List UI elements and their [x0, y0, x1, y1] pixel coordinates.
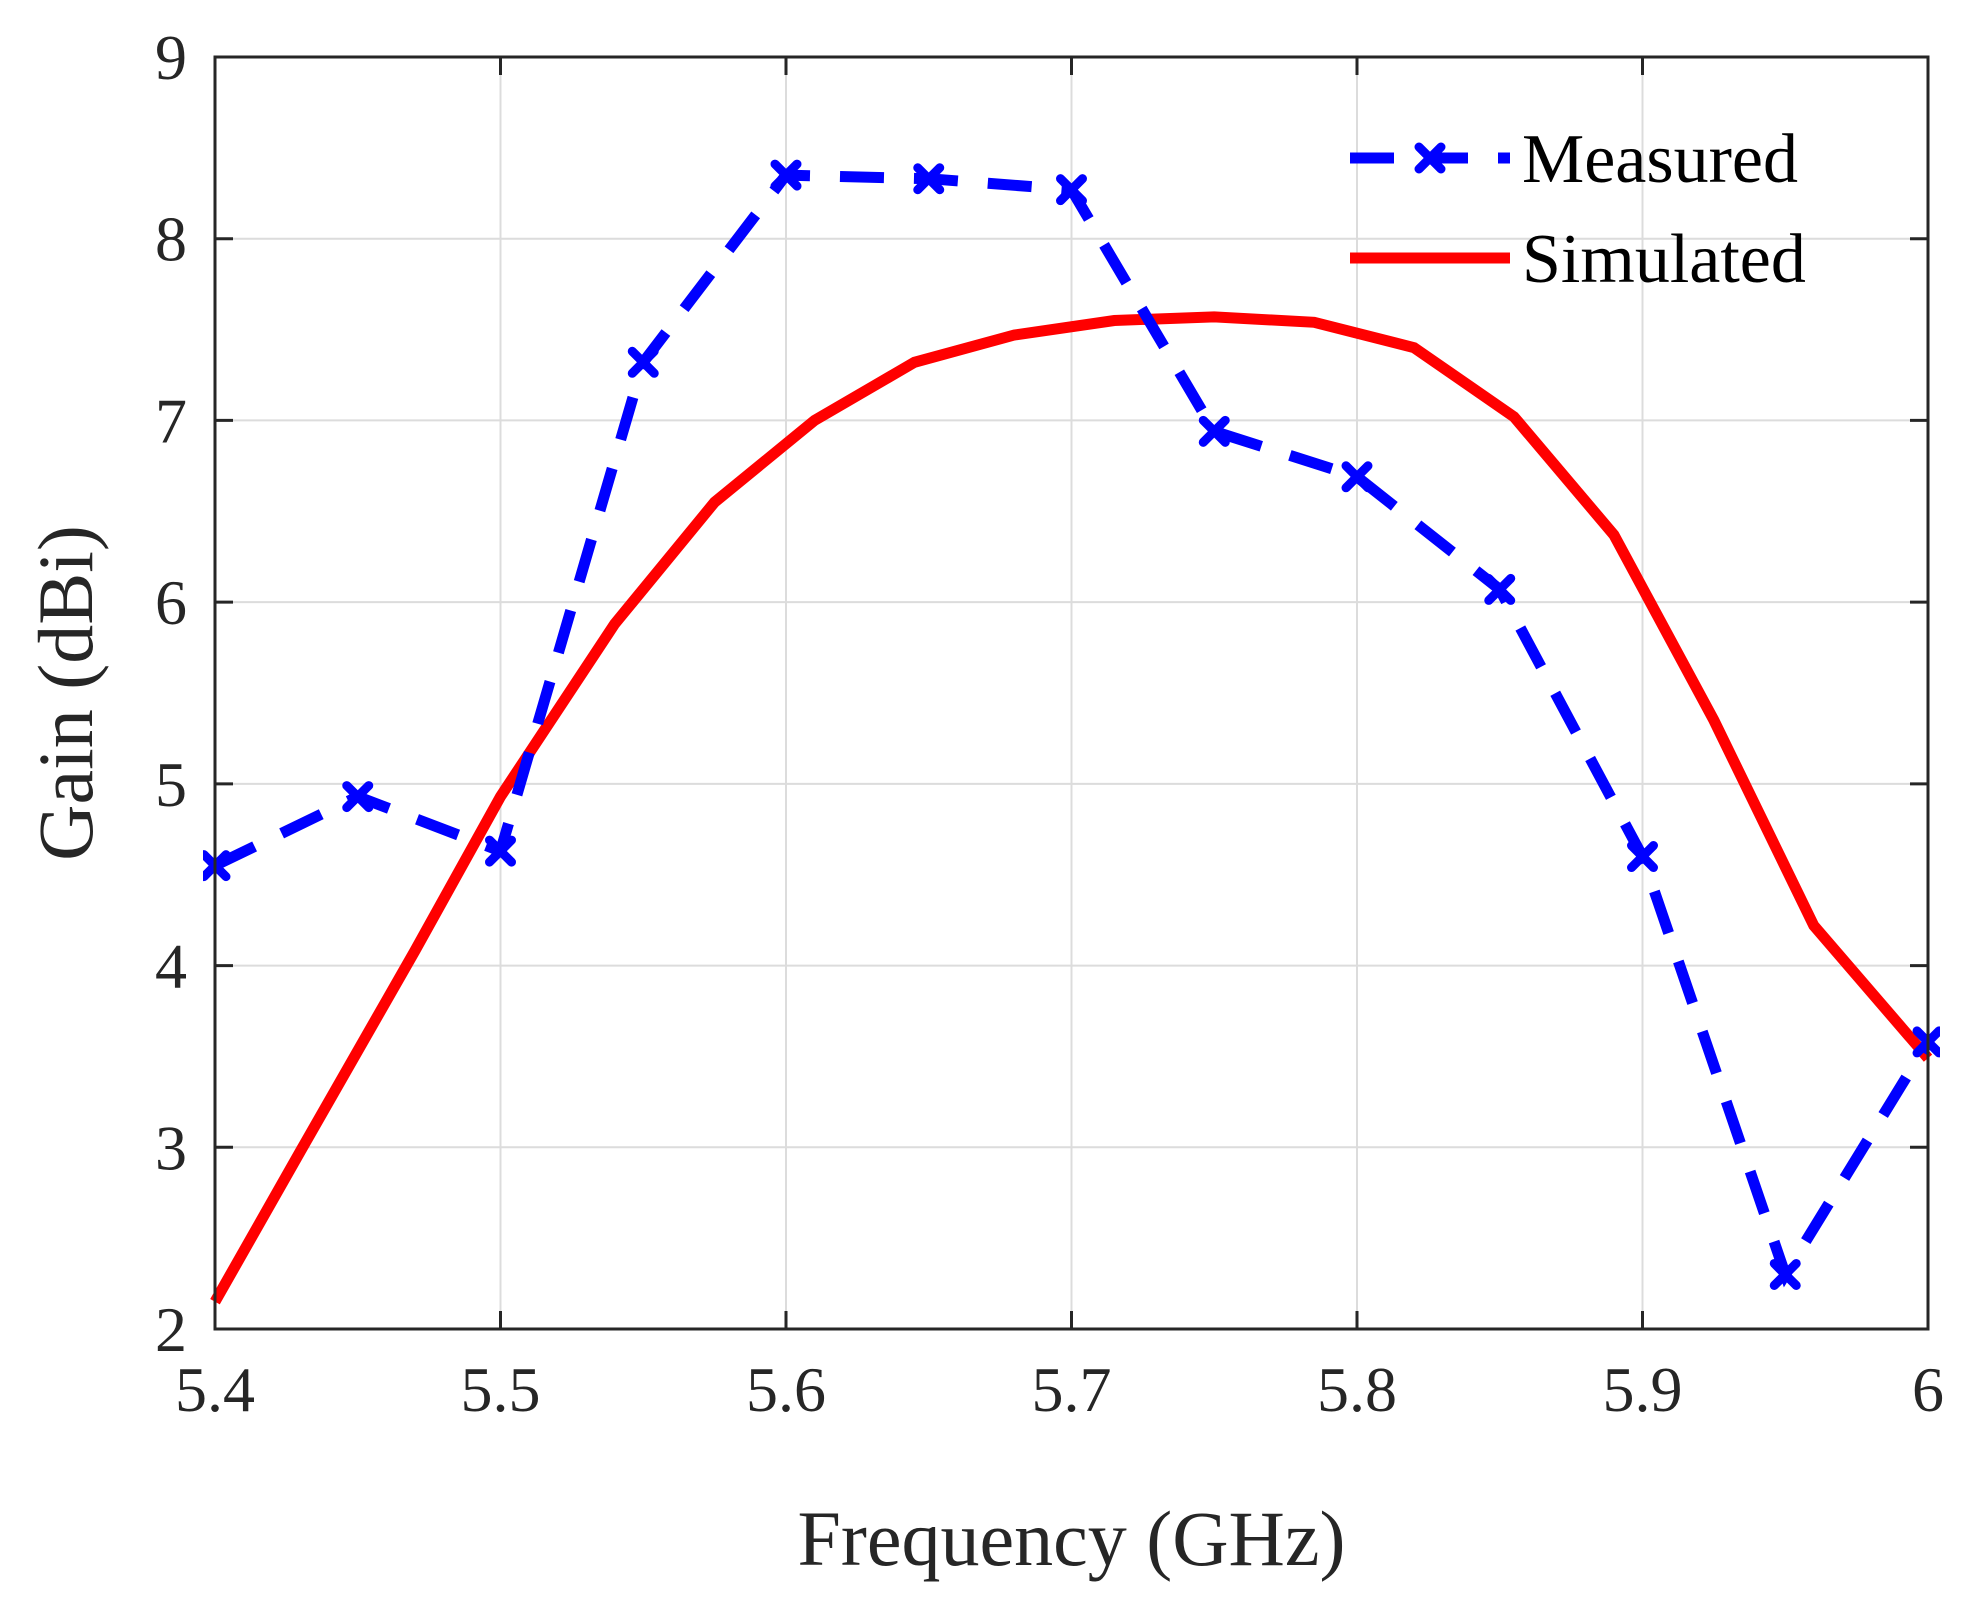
x-tick-label: 5.9 [1603, 1354, 1683, 1425]
measured-data-point [770, 159, 802, 191]
simulated-series-line [210, 311, 1933, 1305]
x-tick-label: 5.5 [461, 1354, 541, 1425]
x-tick-label: 5.7 [1032, 1354, 1112, 1425]
y-tick-label: 5 [155, 749, 187, 820]
measured-data-point [913, 163, 945, 195]
measured-data-point [1484, 573, 1516, 605]
legend: Measured Simulated [1350, 121, 1806, 298]
simulated-legend-label: Simulated [1522, 221, 1806, 298]
x-axis-label: Frequency (GHz) [798, 1495, 1346, 1582]
measured-data-point [627, 346, 659, 378]
x-tick-label: 5.8 [1317, 1354, 1397, 1425]
y-tick-label: 7 [155, 385, 187, 456]
x-tick-labels: 5.4 5.5 5.6 5.7 5.8 5.9 6 [175, 1354, 1944, 1425]
series-layer [203, 159, 1940, 1305]
measured-data-point [1341, 461, 1373, 493]
y-tick-label: 9 [155, 22, 187, 93]
measured-data-point [1198, 415, 1230, 447]
x-tick-label: 5.6 [746, 1354, 826, 1425]
measured-data-point [1769, 1258, 1801, 1290]
axis-ticks [213, 55, 1930, 1331]
measured-data-point [485, 835, 516, 867]
y-tick-label: 6 [155, 567, 187, 638]
measured-legend-marker [1414, 142, 1446, 174]
measured-data-point [1627, 841, 1658, 873]
y-tick-label: 3 [155, 1112, 187, 1183]
y-tick-label: 4 [155, 931, 187, 1002]
y-tick-label: 8 [155, 204, 187, 275]
x-tick-label: 6 [1912, 1354, 1944, 1425]
x-tick-label: 5.4 [175, 1354, 255, 1425]
y-tick-labels: 2 3 4 5 6 7 8 9 [155, 22, 187, 1365]
y-axis-label: Gain (dBi) [22, 525, 109, 861]
measured-legend-label: Measured [1522, 121, 1798, 198]
measured-data-point [342, 781, 374, 813]
y-tick-label: 2 [155, 1294, 187, 1365]
measured-data-point [1056, 174, 1087, 206]
